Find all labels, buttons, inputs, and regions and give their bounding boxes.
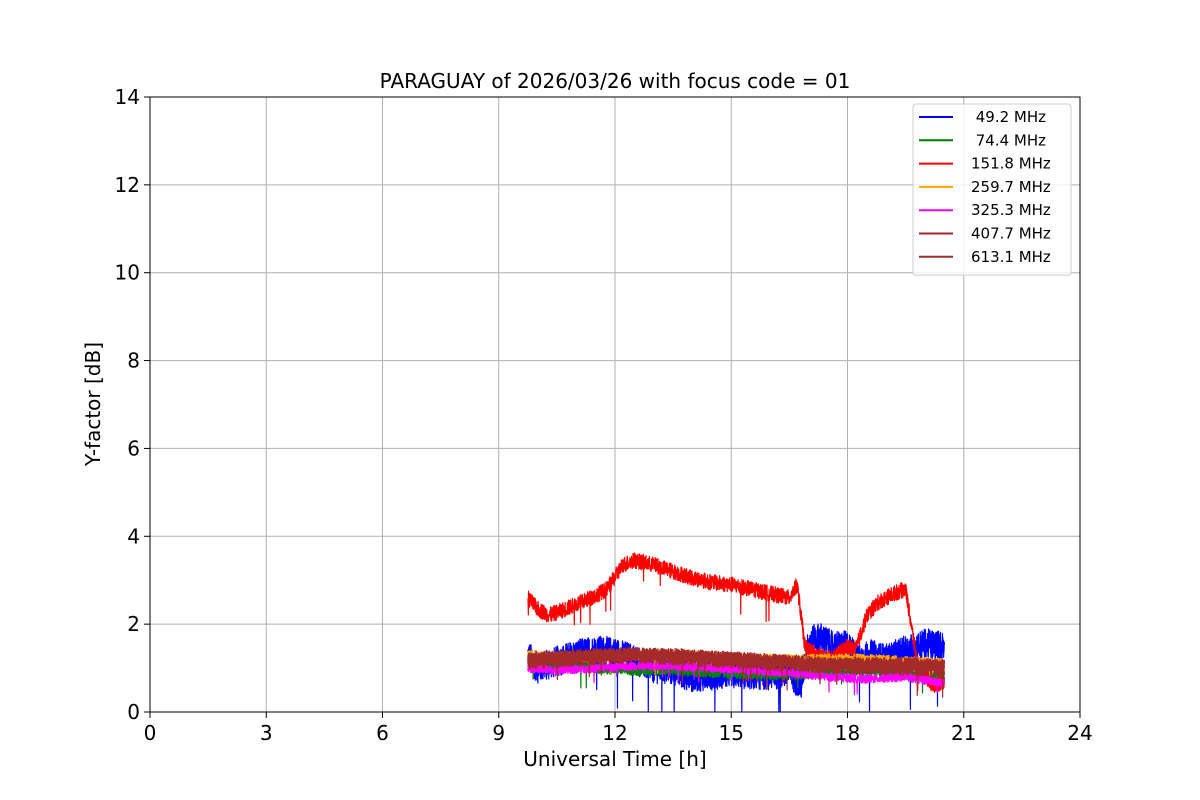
legend: 49.2 MHz 74.4 MHz 151.8 MHz 259.7 MHz 325.3… (912, 103, 1072, 276)
y-tick-label: 8 (127, 349, 140, 373)
chart-title: PARAGUAY of 2026/03/26 with focus code =… (380, 69, 851, 93)
x-tick-label: 12 (602, 721, 627, 745)
legend-entry-label: 74.4 MHz (971, 131, 1046, 149)
x-tick-label: 21 (951, 721, 976, 745)
x-tick-label: 18 (835, 721, 860, 745)
legend-entry-label: 49.2 MHz (971, 108, 1046, 126)
legend-entry-label: 407.7 MHz (971, 225, 1051, 243)
x-tick-label: 24 (1067, 721, 1092, 745)
y-axis-label: Y-factor [dB] (81, 342, 105, 467)
x-tick-label: 3 (260, 721, 273, 745)
legend-box (912, 103, 1072, 276)
y-tick-label: 0 (127, 700, 140, 724)
series-line-6 (527, 646, 945, 698)
legend-entry-label: 325.3 MHz (971, 201, 1051, 219)
data-series (527, 552, 945, 713)
x-tick-label: 0 (144, 721, 157, 745)
y-tick-label: 6 (127, 436, 140, 460)
legend-entry-label: 613.1 MHz (971, 248, 1051, 266)
y-tick-label: 10 (115, 261, 140, 285)
y-tick-label: 14 (115, 85, 140, 109)
x-tick-label: 6 (376, 721, 389, 745)
x-tick-label: 9 (492, 721, 505, 745)
series-line-4 (527, 660, 945, 696)
y-tick-label: 4 (127, 524, 140, 548)
x-axis-label: Universal Time [h] (523, 747, 706, 771)
series-line-2 (527, 552, 945, 694)
y-tick-label: 2 (127, 612, 140, 636)
y-tick-label: 12 (115, 173, 140, 197)
legend-entry-label: 151.8 MHz (971, 155, 1051, 173)
x-tick-label: 15 (719, 721, 744, 745)
legend-entry-label: 259.7 MHz (971, 178, 1051, 196)
